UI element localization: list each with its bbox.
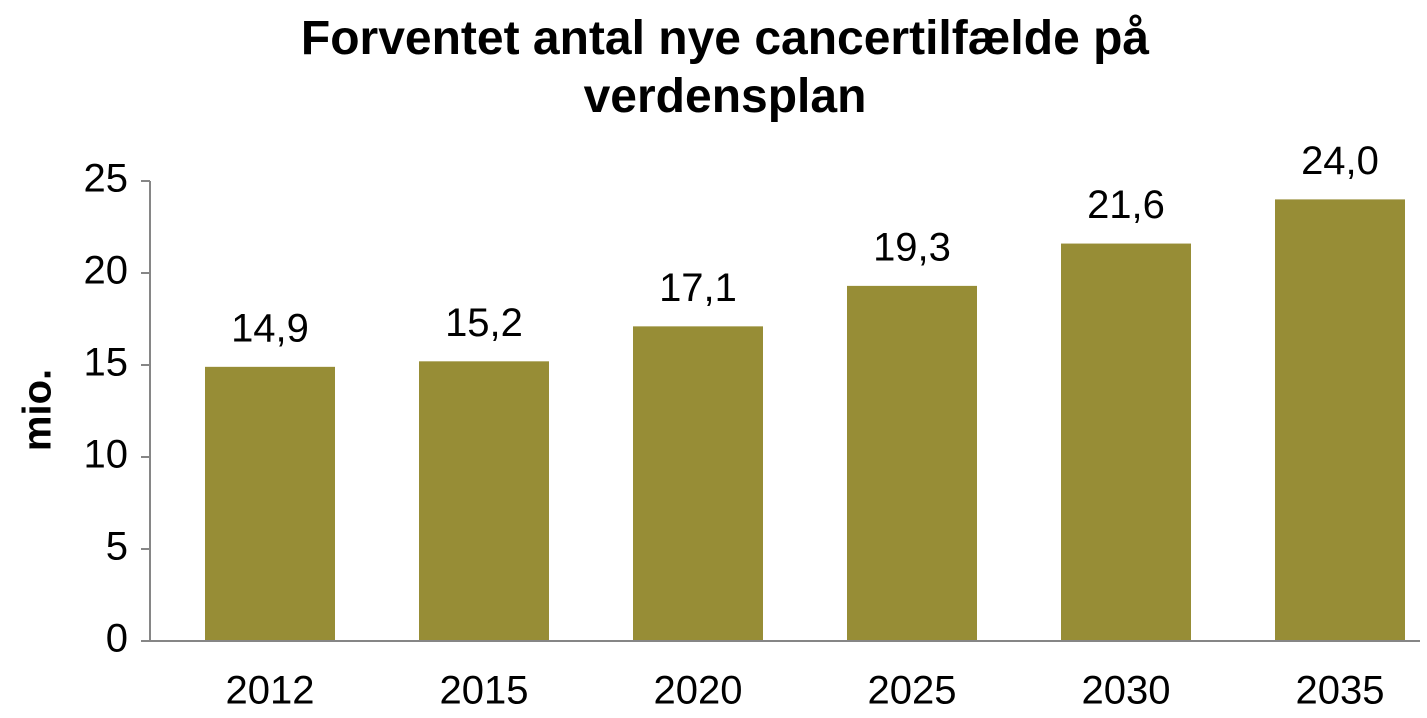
bar <box>205 366 335 641</box>
bar <box>1061 243 1191 641</box>
x-tick-label: 2025 <box>868 669 957 713</box>
x-tick-label: 2012 <box>226 669 315 713</box>
value-label: 24,0 <box>1301 139 1379 183</box>
x-tick-label: 2030 <box>1082 669 1171 713</box>
y-axis-label: mio. <box>16 369 60 451</box>
y-tick-label: 15 <box>84 341 129 385</box>
value-label: 21,6 <box>1087 183 1165 227</box>
x-tick-label: 2020 <box>654 669 743 713</box>
bar <box>847 285 977 641</box>
y-tick-label: 5 <box>106 525 128 569</box>
x-tick-label: 2015 <box>440 669 529 713</box>
x-tick-label: 2035 <box>1296 669 1385 713</box>
chart-title: Forventet antal nye cancertilfælde på ve… <box>300 12 1150 123</box>
y-tick-label: 10 <box>84 433 129 477</box>
y-tick-label: 0 <box>106 617 128 661</box>
y-tick-label: 20 <box>84 249 129 293</box>
value-label: 14,9 <box>231 306 309 350</box>
y-tick-label: 25 <box>84 157 129 201</box>
bar <box>419 361 549 641</box>
bar <box>633 326 763 641</box>
value-label: 15,2 <box>445 301 523 345</box>
value-label: 19,3 <box>873 225 951 269</box>
value-label: 17,1 <box>659 266 737 310</box>
bar <box>1275 199 1405 641</box>
